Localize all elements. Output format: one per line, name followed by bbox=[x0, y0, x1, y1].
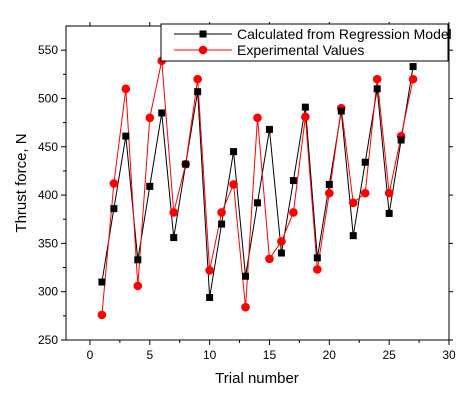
data-point-square bbox=[265, 125, 273, 133]
data-point-circle bbox=[325, 188, 334, 198]
data-point-square bbox=[301, 103, 309, 111]
legend-marker-series-1 bbox=[199, 30, 207, 38]
data-point-square bbox=[397, 136, 405, 144]
data-point-circle bbox=[360, 188, 370, 198]
data-point-square bbox=[349, 232, 357, 240]
y-tick-label: 500 bbox=[38, 91, 58, 105]
data-point-square bbox=[134, 256, 142, 264]
x-tick-label: 5 bbox=[146, 348, 153, 362]
legend-marker-series-2 bbox=[198, 45, 208, 55]
data-point-circle bbox=[205, 266, 214, 275]
data-point-square bbox=[325, 180, 333, 188]
data-point-circle bbox=[133, 281, 143, 291]
data-point-square bbox=[277, 249, 285, 257]
series-1-markers bbox=[98, 63, 417, 301]
y-tick-label: 250 bbox=[38, 333, 58, 347]
series-2-markers bbox=[97, 56, 418, 320]
x-tick-label: 20 bbox=[323, 348, 337, 362]
data-point-circle bbox=[408, 74, 418, 84]
data-point-square bbox=[194, 88, 202, 96]
x-tick-label: 15 bbox=[263, 348, 277, 362]
data-point-circle bbox=[241, 302, 250, 312]
data-point-circle bbox=[301, 112, 310, 122]
data-point-square bbox=[242, 272, 250, 280]
data-point-square bbox=[158, 109, 166, 117]
data-point-square bbox=[289, 177, 297, 185]
x-tick-label: 30 bbox=[442, 348, 456, 362]
y-axis-title: Thrust force, N bbox=[13, 133, 30, 232]
data-point-circle bbox=[277, 237, 286, 246]
y-axis-ticks: 250 300 350 400 450 500 550 bbox=[38, 43, 453, 347]
data-point-square bbox=[146, 182, 154, 190]
series-layer bbox=[97, 56, 418, 320]
data-point-circle bbox=[145, 113, 155, 123]
data-point-circle bbox=[289, 208, 298, 217]
y-tick-label: 450 bbox=[38, 140, 58, 154]
x-axis-title: Trial number bbox=[215, 370, 299, 387]
data-point-circle bbox=[313, 265, 322, 274]
data-point-circle bbox=[193, 74, 202, 84]
legend-box bbox=[160, 23, 449, 62]
data-point-square bbox=[385, 209, 393, 217]
x-tick-label: 0 bbox=[87, 348, 94, 362]
data-point-circle bbox=[348, 198, 358, 208]
data-point-square bbox=[409, 63, 417, 71]
data-point-square bbox=[170, 234, 178, 242]
y-tick-label: 550 bbox=[38, 43, 58, 57]
data-point-circle bbox=[169, 208, 179, 217]
legend: Calculated from Regression Model Experim… bbox=[160, 23, 452, 62]
data-point-square bbox=[361, 158, 369, 166]
x-axis-ticks: 0 5 10 15 20 25 30 bbox=[87, 22, 456, 362]
data-point-square bbox=[206, 293, 214, 301]
data-point-square bbox=[254, 199, 261, 207]
data-point-square bbox=[182, 160, 190, 168]
data-point-circle bbox=[109, 179, 119, 188]
data-point-circle bbox=[217, 208, 226, 217]
data-point-circle bbox=[384, 188, 394, 198]
data-point-square bbox=[218, 220, 226, 228]
x-tick-label: 25 bbox=[382, 348, 396, 362]
data-point-circle bbox=[372, 74, 382, 84]
y-tick-label: 350 bbox=[38, 236, 58, 250]
data-point-square bbox=[337, 107, 345, 115]
data-point-square bbox=[110, 205, 118, 213]
data-point-square bbox=[373, 85, 381, 93]
legend-label-series-1: Calculated from Regression Model bbox=[237, 26, 452, 42]
y-tick-label: 400 bbox=[38, 188, 58, 202]
data-point-square bbox=[122, 132, 130, 140]
data-point-circle bbox=[121, 84, 131, 94]
data-point-square bbox=[313, 254, 321, 262]
data-point-circle bbox=[253, 113, 262, 123]
data-point-circle bbox=[97, 310, 107, 320]
y-tick-label: 300 bbox=[38, 285, 58, 299]
x-tick-label: 10 bbox=[203, 348, 217, 362]
legend-label-series-2: Experimental Values bbox=[237, 42, 364, 58]
data-point-circle bbox=[229, 180, 238, 189]
data-point-square bbox=[230, 148, 238, 156]
data-point-circle bbox=[265, 254, 274, 264]
data-point-square bbox=[98, 278, 106, 286]
